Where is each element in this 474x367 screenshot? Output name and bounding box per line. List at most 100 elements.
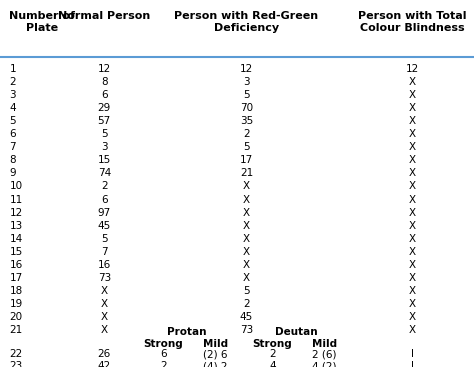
Text: 9: 9 <box>9 168 16 178</box>
Text: X: X <box>243 247 250 257</box>
Text: 8: 8 <box>101 77 108 87</box>
Text: 45: 45 <box>98 221 111 230</box>
Text: 5: 5 <box>9 116 16 126</box>
Text: 73: 73 <box>240 325 253 335</box>
Text: X: X <box>409 103 416 113</box>
Text: 10: 10 <box>9 181 23 192</box>
Text: 57: 57 <box>98 116 111 126</box>
Text: 70: 70 <box>240 103 253 113</box>
Text: 11: 11 <box>9 195 23 204</box>
Text: X: X <box>409 247 416 257</box>
Text: 2: 2 <box>269 349 276 359</box>
Text: 5: 5 <box>243 286 250 296</box>
Text: Strong: Strong <box>144 339 183 349</box>
Text: X: X <box>243 273 250 283</box>
Text: 3: 3 <box>101 142 108 152</box>
Text: 12: 12 <box>406 64 419 74</box>
Text: X: X <box>243 221 250 230</box>
Text: 42: 42 <box>98 361 111 367</box>
Text: Deutan: Deutan <box>275 327 318 337</box>
Text: Person with Total
Colour Blindness: Person with Total Colour Blindness <box>358 11 466 33</box>
Text: 16: 16 <box>9 259 23 270</box>
Text: 2: 2 <box>160 361 167 367</box>
Text: Mild: Mild <box>203 339 228 349</box>
Text: X: X <box>409 221 416 230</box>
Text: 12: 12 <box>9 207 23 218</box>
Text: 4 (2): 4 (2) <box>312 361 337 367</box>
Text: 2: 2 <box>101 181 108 192</box>
Text: X: X <box>409 168 416 178</box>
Text: X: X <box>409 195 416 204</box>
Text: 2: 2 <box>243 299 250 309</box>
Text: X: X <box>409 259 416 270</box>
Text: 23: 23 <box>9 361 23 367</box>
Text: 26: 26 <box>98 349 111 359</box>
Text: 12: 12 <box>98 64 111 74</box>
Text: 97: 97 <box>98 207 111 218</box>
Text: 13: 13 <box>9 221 23 230</box>
Text: 6: 6 <box>160 349 167 359</box>
Text: 74: 74 <box>98 168 111 178</box>
Text: X: X <box>409 90 416 100</box>
Text: X: X <box>409 207 416 218</box>
Text: 5: 5 <box>101 129 108 139</box>
Text: X: X <box>243 259 250 270</box>
Text: 7: 7 <box>101 247 108 257</box>
Text: X: X <box>409 77 416 87</box>
Text: Mild: Mild <box>312 339 337 349</box>
Text: Person with Red-Green
Deficiency: Person with Red-Green Deficiency <box>174 11 319 33</box>
Text: I: I <box>411 361 414 367</box>
Text: 14: 14 <box>9 233 23 244</box>
Text: X: X <box>409 116 416 126</box>
Text: 5: 5 <box>101 233 108 244</box>
Text: 6: 6 <box>101 195 108 204</box>
Text: 22: 22 <box>9 349 23 359</box>
Text: 73: 73 <box>98 273 111 283</box>
Text: Normal Person: Normal Person <box>58 11 150 21</box>
Text: X: X <box>100 286 108 296</box>
Text: 6: 6 <box>9 129 16 139</box>
Text: 19: 19 <box>9 299 23 309</box>
Text: X: X <box>409 233 416 244</box>
Text: (2) 6: (2) 6 <box>203 349 228 359</box>
Text: X: X <box>409 129 416 139</box>
Text: 5: 5 <box>243 142 250 152</box>
Text: 20: 20 <box>9 312 23 322</box>
Text: X: X <box>243 207 250 218</box>
Text: 29: 29 <box>98 103 111 113</box>
Text: 2: 2 <box>243 129 250 139</box>
Text: 2: 2 <box>9 77 16 87</box>
Text: 12: 12 <box>240 64 253 74</box>
Text: X: X <box>409 142 416 152</box>
Text: 4: 4 <box>269 361 276 367</box>
Text: (4) 2: (4) 2 <box>203 361 228 367</box>
Text: X: X <box>409 325 416 335</box>
Text: 16: 16 <box>98 259 111 270</box>
Text: X: X <box>409 273 416 283</box>
Text: X: X <box>243 195 250 204</box>
Text: X: X <box>409 155 416 166</box>
Text: 45: 45 <box>240 312 253 322</box>
Text: X: X <box>409 181 416 192</box>
Text: Strong: Strong <box>253 339 292 349</box>
Text: 21: 21 <box>240 168 253 178</box>
Text: 21: 21 <box>9 325 23 335</box>
Text: X: X <box>243 181 250 192</box>
Text: 6: 6 <box>101 90 108 100</box>
Text: X: X <box>243 233 250 244</box>
Text: 3: 3 <box>243 77 250 87</box>
Text: 17: 17 <box>9 273 23 283</box>
Text: 15: 15 <box>9 247 23 257</box>
Text: Number of
Plate: Number of Plate <box>9 11 75 33</box>
Text: X: X <box>409 299 416 309</box>
Text: I: I <box>411 349 414 359</box>
Text: Protan: Protan <box>167 327 207 337</box>
Text: 17: 17 <box>240 155 253 166</box>
Text: 15: 15 <box>98 155 111 166</box>
Text: X: X <box>100 325 108 335</box>
Text: 5: 5 <box>243 90 250 100</box>
Text: X: X <box>409 312 416 322</box>
Text: 18: 18 <box>9 286 23 296</box>
Text: X: X <box>100 299 108 309</box>
Text: 2 (6): 2 (6) <box>312 349 337 359</box>
